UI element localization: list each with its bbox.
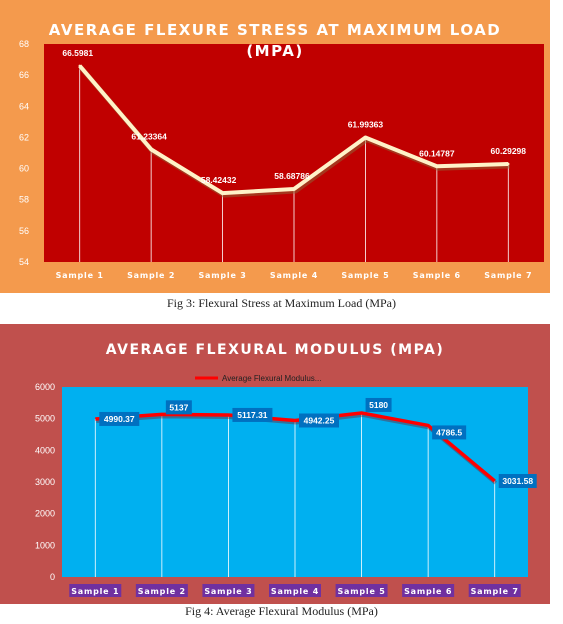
- data-label: 3031.58: [502, 476, 533, 486]
- data-label: 66.5981: [62, 48, 93, 58]
- data-label-bg: [299, 413, 339, 428]
- x-tick-label: Sample 4: [271, 587, 319, 596]
- data-point: [364, 136, 367, 139]
- data-label: 60.29298: [491, 146, 527, 156]
- flexural-modulus-chart: AVERAGE FLEXURAL MODULUS (MPA) Average Fl…: [0, 324, 550, 604]
- x-tick-label: Sample 3: [204, 587, 252, 596]
- chart-title: AVERAGE FLEXURAL MODULUS (MPA): [106, 342, 445, 358]
- y-tick-label: 6000: [35, 382, 55, 392]
- data-label-bg: [432, 425, 467, 440]
- y-tick-label: 54: [19, 257, 29, 267]
- x-tick-label: Sample 6: [404, 587, 452, 596]
- data-label-bg: [232, 407, 273, 422]
- x-tick-label-bg: [468, 584, 521, 597]
- y-tick-label: 3000: [35, 477, 55, 487]
- data-label: 5137: [169, 402, 188, 412]
- x-tick-label-bg: [69, 584, 122, 597]
- data-point: [435, 165, 439, 168]
- data-label: 58.68786: [274, 171, 310, 181]
- x-tick-label-bg: [335, 584, 388, 597]
- x-tick-label: Sample 5: [341, 271, 389, 280]
- chart-title-line2: (MPA): [246, 42, 303, 60]
- y-tick-label: 4000: [35, 445, 55, 455]
- x-tick-label: Sample 3: [198, 271, 246, 280]
- data-point: [149, 148, 153, 151]
- x-tick-label-bg: [269, 584, 321, 597]
- data-label: 5180: [369, 400, 388, 410]
- y-tick-label: 66: [19, 70, 29, 80]
- data-point: [78, 64, 81, 68]
- y-tick-label: 56: [19, 226, 29, 236]
- y-tick-label: 68: [19, 39, 29, 49]
- y-tick-label: 58: [19, 195, 29, 205]
- x-tick-label: Sample 4: [270, 271, 318, 280]
- chart-title-line1: AVERAGE FLEXURE STRESS AT MAXIMUM LOAD: [49, 21, 501, 39]
- y-tick-label: 1000: [35, 540, 55, 550]
- data-point: [507, 162, 510, 166]
- data-label-bg: [99, 411, 140, 426]
- series-line: [95, 411, 496, 483]
- y-tick-label: 5000: [35, 414, 55, 424]
- x-tick-label: Sample 6: [413, 271, 461, 280]
- x-tick-label: Sample 5: [337, 587, 385, 596]
- data-label-bg: [165, 400, 192, 415]
- data-label: 61.99363: [348, 120, 384, 130]
- fig4-caption: Fig 4: Average Flexural Modulus (MPa): [185, 604, 378, 618]
- y-tick-label: 64: [19, 101, 29, 111]
- data-label-bg: [365, 397, 392, 412]
- x-tick-label: Sample 2: [127, 271, 175, 280]
- data-point: [292, 187, 296, 191]
- x-tick-label: Sample 2: [138, 587, 186, 596]
- fig3-caption: Fig 3: Flexural Stress at Maximum Load (…: [167, 296, 396, 310]
- data-label: 5117.31: [237, 410, 268, 420]
- legend-label: Average Flexural Modulus...: [222, 374, 321, 383]
- y-tick-label: 0: [50, 572, 55, 582]
- y-tick-label: 2000: [35, 509, 55, 519]
- data-label: 4990.37: [104, 414, 135, 424]
- data-label: 4786.5: [436, 427, 462, 437]
- data-label-bg: [498, 473, 537, 488]
- flexure-stress-chart: AVERAGE FLEXURE STRESS AT MAXIMUM LOAD (M…: [0, 0, 550, 293]
- y-tick-label: 62: [19, 132, 29, 142]
- y-tick-label: 60: [19, 164, 29, 174]
- x-tick-label: Sample 7: [484, 271, 532, 280]
- data-label: 60.14787: [419, 148, 455, 158]
- x-tick-label: Sample 1: [71, 587, 119, 596]
- data-label: 61.23364: [131, 131, 167, 141]
- x-tick-label-bg: [135, 584, 188, 597]
- x-tick-label-bg: [202, 584, 255, 597]
- x-tick-label: Sample 7: [471, 587, 519, 596]
- data-point: [221, 191, 224, 195]
- x-tick-label-bg: [402, 584, 455, 597]
- data-label: 4942.25: [304, 415, 335, 425]
- data-label: 58.42432: [201, 175, 237, 185]
- x-tick-label: Sample 1: [56, 271, 104, 280]
